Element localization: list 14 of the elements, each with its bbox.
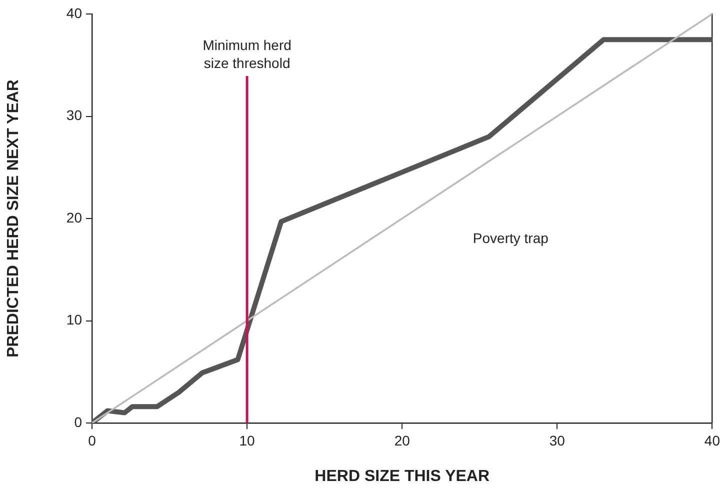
x-axis-title: HERD SIZE THIS YEAR <box>314 468 490 485</box>
x-tick-label: 20 <box>394 432 410 448</box>
y-tick-label: 20 <box>66 209 82 226</box>
x-tick-label: 40 <box>704 432 720 448</box>
x-tick-label: 10 <box>239 432 256 448</box>
y-tick-label: 10 <box>66 312 82 328</box>
y-axis-title: PREDICTED HERD SIZE NEXT YEAR <box>5 79 22 358</box>
ref-line-label: Minimum herd size threshold <box>202 36 292 71</box>
y-tick-label: 0 <box>74 414 82 430</box>
x-tick-label: 0 <box>88 432 96 448</box>
x-tick-label: 30 <box>549 432 566 448</box>
annotation: Poverty trap <box>472 230 549 246</box>
y-tick-label: 40 <box>66 4 82 21</box>
y-tick-label: 30 <box>66 107 82 124</box>
